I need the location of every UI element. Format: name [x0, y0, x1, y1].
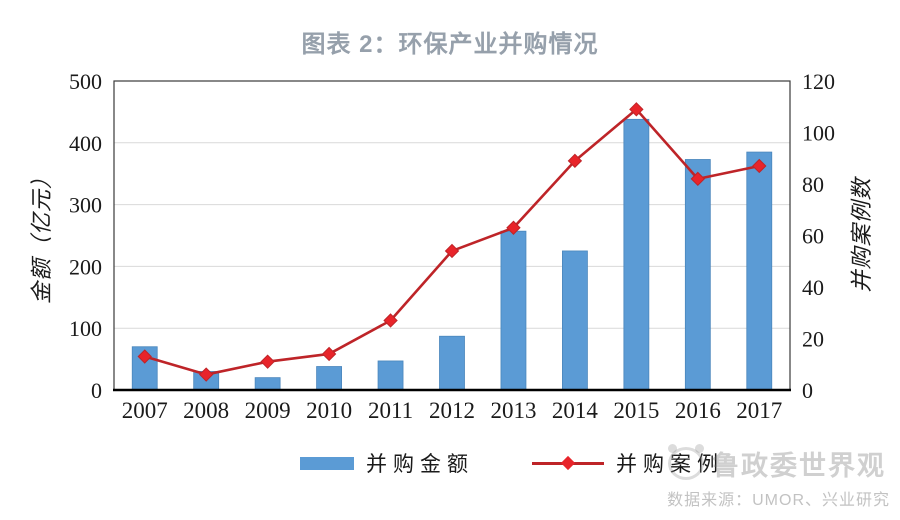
- cases-marker-2013: [506, 220, 521, 235]
- bar-2013: [500, 230, 527, 391]
- right-axis-tick-80: 80: [802, 172, 824, 197]
- right-axis-tick-120: 120: [802, 69, 835, 94]
- cases-marker-2009: [260, 354, 275, 369]
- chart-title: 图表 2：环保产业并购情况: [301, 31, 599, 58]
- cases-line: [144, 108, 760, 376]
- legend-item-amount: 并购金额: [300, 448, 474, 478]
- bar-2017: [746, 151, 773, 391]
- cases-marker-2008: [198, 367, 214, 382]
- panda-logo-icon: [668, 444, 704, 480]
- cases-marker-2014: [567, 153, 583, 169]
- cases-marker-2017: [752, 158, 767, 174]
- cases-marker-2010: [321, 346, 337, 362]
- bar-2014: [562, 250, 588, 391]
- bar-2015: [623, 118, 650, 391]
- bar-2009: [254, 377, 281, 391]
- left-axis-tick-300: 300: [69, 193, 102, 218]
- brand-watermark-text: 鲁政委世界观: [712, 451, 886, 481]
- cases-marker-2015: [629, 102, 644, 117]
- cases-marker-2012: [444, 243, 460, 259]
- chart-legend: 并购金额 并购案例: [300, 448, 724, 478]
- left-axis-tick-500: 500: [69, 69, 102, 94]
- x-axis-label-2011: 2011: [368, 398, 413, 423]
- left-axis-tick-100: 100: [69, 316, 102, 341]
- right-axis-tick-20: 20: [802, 327, 824, 352]
- data-source-note: 数据来源：UMOR、兴业研究: [667, 492, 890, 509]
- right-axis-tick-40: 40: [802, 275, 824, 300]
- x-axis-label-2013: 2013: [490, 398, 536, 423]
- x-axis-label-2015: 2015: [613, 398, 659, 423]
- x-axis-label-2007: 2007: [122, 398, 168, 423]
- bar-2010: [316, 366, 342, 391]
- right-axis-tick-60: 60: [802, 224, 824, 249]
- x-axis-label-2012: 2012: [429, 398, 475, 423]
- left-axis-tick-200: 200: [69, 254, 102, 279]
- right-axis-tick-100: 100: [802, 121, 835, 146]
- x-axis-label-2008: 2008: [183, 398, 229, 423]
- x-axis-label-2017: 2017: [736, 398, 782, 423]
- x-axis-label-2016: 2016: [675, 398, 721, 423]
- bar-2012: [439, 335, 465, 391]
- bar-2016: [684, 159, 711, 391]
- cases-marker-2007: [137, 349, 152, 364]
- cases-marker-2016: [690, 171, 706, 187]
- bar-2011: [377, 360, 404, 391]
- x-axis-label-2009: 2009: [245, 398, 291, 423]
- cases-marker-2011: [383, 313, 398, 328]
- legend-amount-label: 并购金额: [366, 452, 474, 476]
- left-axis-tick-400: 400: [69, 131, 102, 156]
- left-axis-tick-0: 0: [91, 378, 102, 403]
- bar-series-swatch-icon: [300, 456, 354, 470]
- legend-diamond-icon: [560, 455, 576, 471]
- brand-watermark: 鲁政委世界观: [668, 444, 886, 483]
- right-axis-tick-0: 0: [802, 378, 813, 403]
- x-axis-label-2014: 2014: [552, 398, 599, 423]
- x-axis-label-2010: 2010: [306, 398, 352, 423]
- line-series-swatch-icon: [532, 455, 604, 471]
